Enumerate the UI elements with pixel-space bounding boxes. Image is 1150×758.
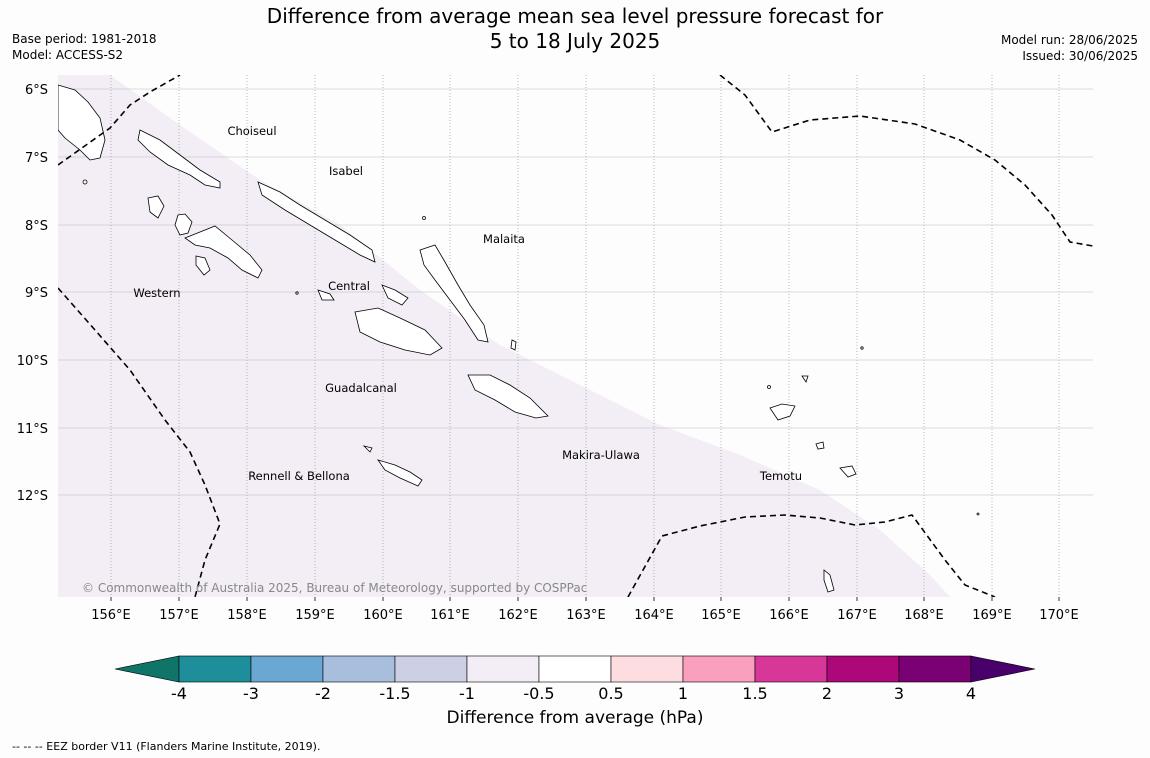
island-reef-islands (801, 375, 809, 383)
meta-right: Model run: 28/06/2025 Issued: 30/06/2025 (1001, 32, 1138, 64)
title-line-2: 5 to 18 July 2025 (489, 29, 661, 53)
colorbar-segment (466, 655, 540, 683)
island-russell (317, 289, 335, 301)
lon-label: 162°E (498, 608, 538, 623)
lat-label: 12°S (17, 489, 48, 504)
island-bougainville (58, 84, 106, 161)
lon-label: 160°E (363, 608, 403, 623)
region-label-temotu: Temotu (759, 469, 802, 483)
region-label-makira-ulawa: Makira-Ulawa (562, 448, 640, 462)
lat-label: 8°S (25, 219, 48, 234)
colorbar-segment (682, 655, 756, 683)
island-makira (467, 374, 549, 419)
colorbar-extend-high (970, 655, 1036, 683)
island-utupua (815, 441, 825, 450)
region-label-isabel: Isabel (329, 164, 363, 178)
colorbar-segment (826, 655, 900, 683)
colorbar-segment (250, 655, 324, 683)
island-vellalavella (147, 195, 165, 219)
colorbar-segment (322, 655, 396, 683)
lon-label: 166°E (769, 608, 809, 623)
lat-label: 11°S (17, 422, 48, 437)
colorbar-segment (754, 655, 828, 683)
colorbar-tick: 4 (966, 684, 976, 703)
anomaly-shading (58, 75, 950, 597)
island-malaita (419, 244, 489, 343)
island-rendova (195, 255, 211, 276)
lon-label: 169°E (972, 608, 1012, 623)
colorbar-tick: -1 (459, 684, 475, 703)
region-label-western: Western (133, 286, 180, 300)
model-name: Model: ACCESS-S2 (12, 48, 124, 62)
colorbar-tick: 1.5 (742, 684, 767, 703)
lon-label: 161°E (430, 608, 470, 623)
model-run: Model run: 28/06/2025 (1000, 33, 1138, 47)
title-line-1: Difference from average mean sea level p… (266, 4, 884, 28)
lon-label: 163°E (566, 608, 606, 623)
eez-border (58, 75, 1093, 597)
colorbar-segment (394, 655, 468, 683)
lat-label: 6°S (25, 83, 48, 98)
lon-label: 167°E (837, 608, 877, 623)
island-choiseul (137, 129, 221, 189)
lat-label: 9°S (25, 286, 48, 301)
island-vanikoro (839, 465, 857, 478)
lon-label: 168°E (904, 608, 944, 623)
region-label-central: Central (328, 279, 370, 293)
colorbar-tick: 1 (678, 684, 688, 703)
colorbar-tick: -0.5 (523, 684, 554, 703)
lon-label: 156°E (91, 608, 131, 623)
region-label-guadalcanal: Guadalcanal (325, 381, 397, 395)
island-ndeni (769, 403, 796, 421)
island-kolombangara (184, 225, 263, 279)
island-florida (381, 284, 409, 306)
lon-label: 165°E (701, 608, 741, 623)
region-label-rennell-bellona: Rennell & Bellona (248, 469, 350, 483)
lat-label: 7°S (25, 151, 48, 166)
colorbar-segment (610, 655, 684, 683)
lon-label: 170°E (1039, 608, 1079, 623)
colorbar (114, 655, 1036, 683)
footer-note: -- -- -- EEZ border V11 (Flanders Marine… (12, 740, 321, 753)
colorbar-segment (538, 655, 612, 683)
meta-left: Base period: 1981-2018 Model: ACCESS-S2 (12, 31, 157, 63)
island-rennell (377, 459, 423, 487)
copyright-text: © Commonwealth of Australia 2025, Bureau… (82, 581, 587, 595)
region-label-malaita: Malaita (483, 232, 525, 246)
island-guadalcanal (354, 307, 443, 356)
lon-label: 158°E (227, 608, 267, 623)
colorbar-extend-low (114, 655, 180, 683)
island-newgeorgia (174, 213, 193, 236)
colorbar-label: Difference from average (hPa) (446, 708, 704, 728)
colorbar-tick: -3 (243, 684, 259, 703)
islands (58, 84, 980, 593)
island-ulawa (510, 339, 517, 351)
island-isabel (257, 181, 376, 263)
chart-title: Difference from average mean sea level p… (0, 4, 1150, 54)
colorbar-segment (178, 655, 252, 683)
lon-label: 164°E (634, 608, 674, 623)
colorbar-tick: -2 (315, 684, 331, 703)
lon-label: 159°E (295, 608, 335, 623)
colorbar-tick: -4 (171, 684, 187, 703)
lon-label: 157°E (159, 608, 199, 623)
issued-date: Issued: 30/06/2025 (1022, 49, 1138, 63)
lat-label: 10°S (17, 354, 48, 369)
base-period: Base period: 1981-2018 (12, 32, 157, 46)
island-anuta (823, 569, 835, 593)
island-bellona (362, 445, 373, 453)
axis-ticks (110, 597, 1060, 601)
colorbar-tick: 0.5 (598, 684, 623, 703)
colorbar-tick: 3 (894, 684, 904, 703)
colorbar-tick: -1.5 (379, 684, 410, 703)
region-label-choiseul: Choiseul (227, 124, 276, 138)
colorbar-tick: 2 (822, 684, 832, 703)
colorbar-segment (898, 655, 972, 683)
